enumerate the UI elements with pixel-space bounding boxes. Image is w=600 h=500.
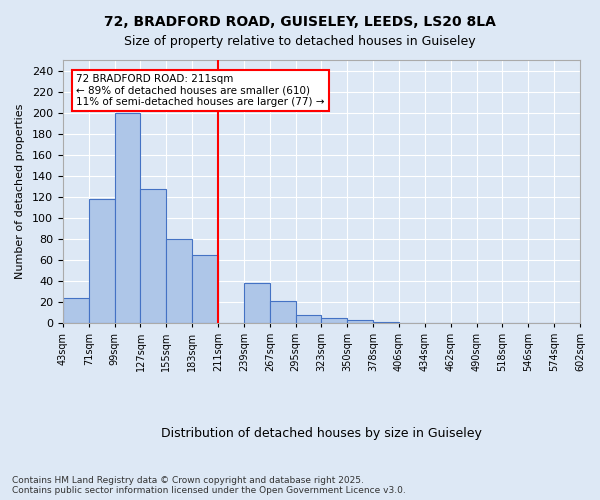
Bar (63, 298, 89, 323)
Bar (373, 322, 399, 323)
Bar (244, 283, 270, 323)
Bar (296, 314, 322, 323)
Bar (115, 112, 140, 323)
X-axis label: Distribution of detached houses by size in Guiseley: Distribution of detached houses by size … (161, 427, 482, 440)
Bar (270, 301, 296, 323)
Text: 72 BRADFORD ROAD: 211sqm
← 89% of detached houses are smaller (610)
11% of semi-: 72 BRADFORD ROAD: 211sqm ← 89% of detach… (76, 74, 325, 107)
Bar (322, 318, 347, 323)
Text: 72, BRADFORD ROAD, GUISELEY, LEEDS, LS20 8LA: 72, BRADFORD ROAD, GUISELEY, LEEDS, LS20… (104, 15, 496, 29)
Bar (89, 199, 115, 323)
Y-axis label: Number of detached properties: Number of detached properties (15, 104, 25, 279)
Bar (347, 320, 373, 323)
Bar (192, 254, 218, 323)
Bar (140, 190, 166, 323)
Bar (166, 239, 192, 323)
Text: Contains HM Land Registry data © Crown copyright and database right 2025.
Contai: Contains HM Land Registry data © Crown c… (12, 476, 406, 495)
Text: Size of property relative to detached houses in Guiseley: Size of property relative to detached ho… (124, 35, 476, 48)
